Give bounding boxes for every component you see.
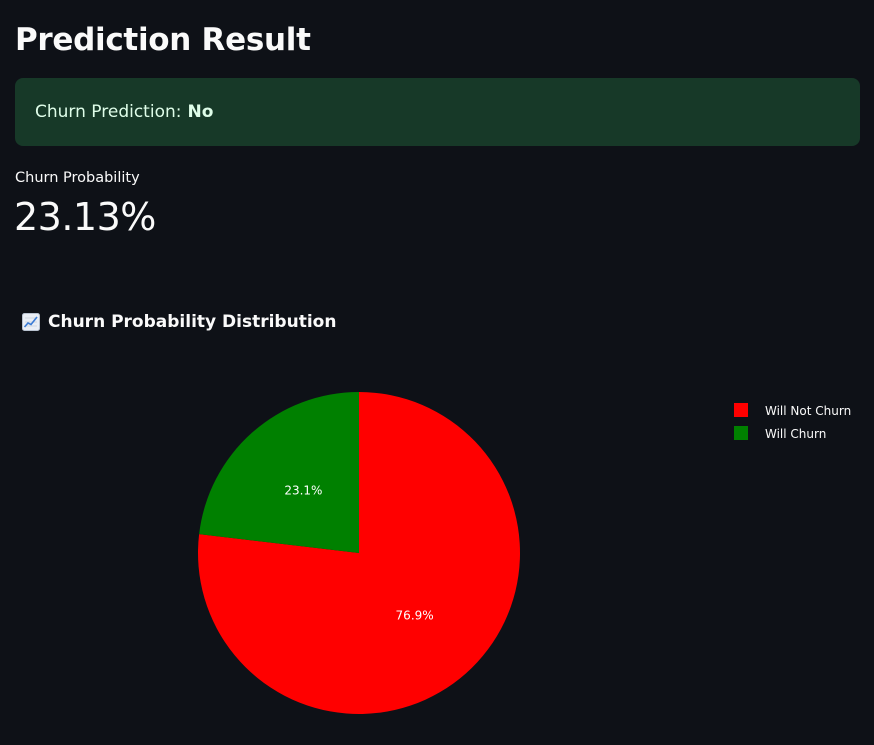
section-heading: Churn Probability Distribution: [22, 312, 336, 332]
page-title: Prediction Result: [15, 22, 311, 58]
metric-label: Churn Probability: [15, 170, 140, 186]
legend-item-will-churn[interactable]: Will Churn: [734, 426, 826, 441]
section-heading-text: Churn Probability Distribution: [48, 312, 337, 332]
prediction-label: Churn Prediction:: [35, 102, 182, 122]
pie-slices: [198, 392, 520, 714]
legend-label: Will Not Churn: [765, 404, 851, 418]
chart-increasing-icon: [22, 313, 40, 331]
legend-swatch: [734, 403, 748, 417]
chart-legend[interactable]: Will Not Churn Will Churn: [734, 403, 851, 441]
pie-slice-label: 76.9%: [396, 609, 434, 623]
prediction-alert: Churn Prediction: No: [15, 78, 860, 146]
churn-pie-chart: 76.9% 23.1% Will Not Churn Will Churn: [198, 392, 851, 714]
legend-item-will-not-churn[interactable]: Will Not Churn: [734, 403, 851, 418]
pie-slice-will-churn[interactable]: [199, 392, 359, 553]
metric-value: 23.13%: [14, 195, 156, 239]
prediction-value: No: [187, 102, 214, 122]
pie-slice-labels: 76.9% 23.1%: [284, 483, 433, 622]
legend-label: Will Churn: [765, 427, 826, 441]
pie-slice-label: 23.1%: [284, 483, 322, 497]
legend-swatch: [734, 426, 748, 440]
